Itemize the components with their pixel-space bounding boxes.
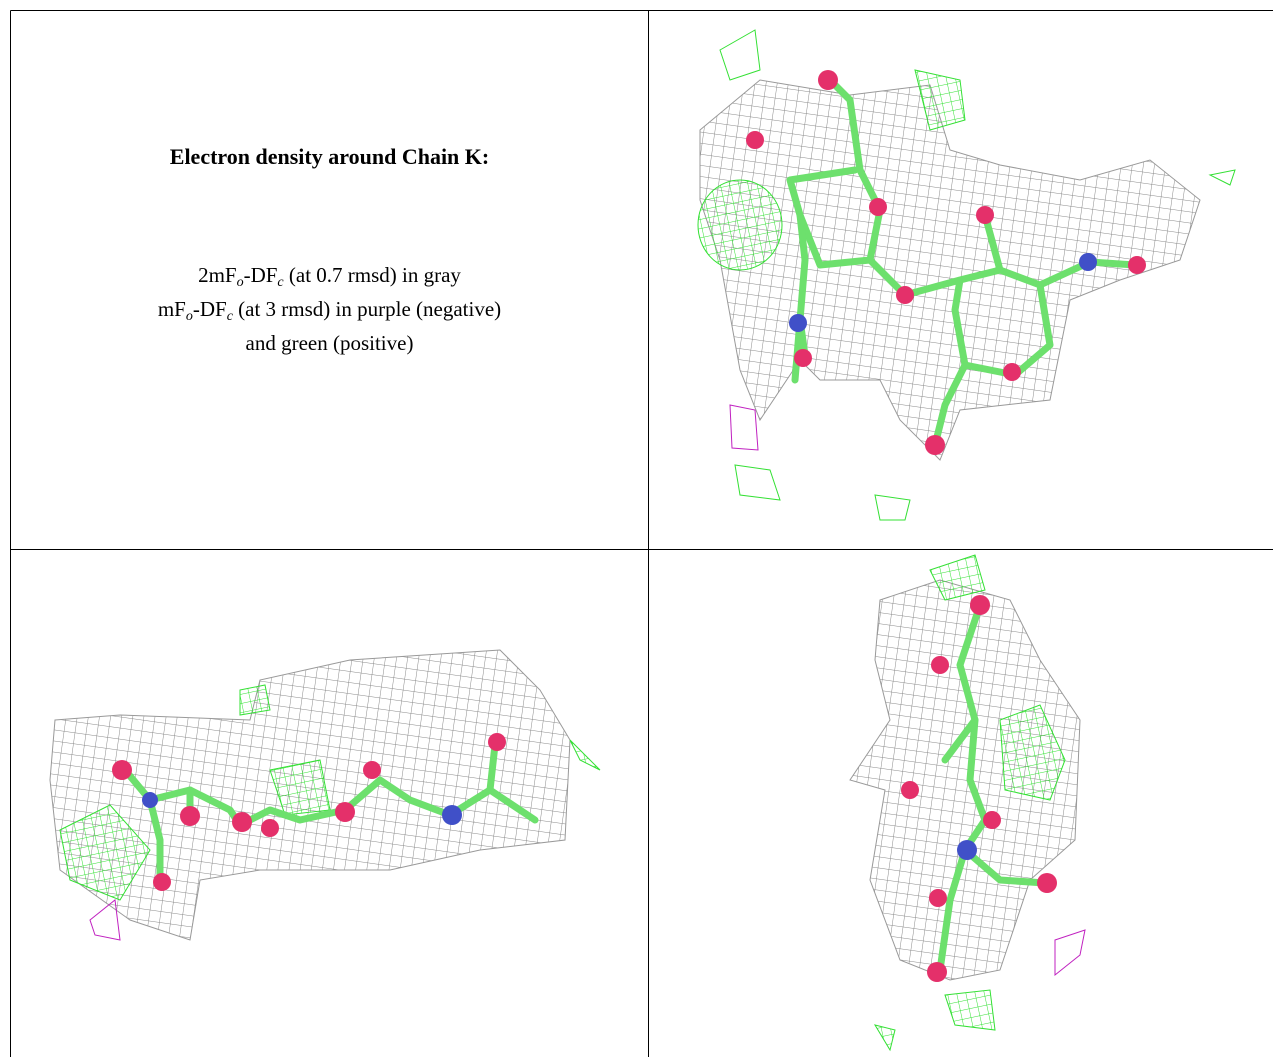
density-view-2 [50, 650, 600, 940]
caption-text: 2mF [198, 263, 237, 287]
caption-text: -DF [193, 297, 227, 321]
caption-line: mFo-DFc (at 3 rmsd) in purple (negative) [11, 292, 648, 326]
density-view-1 [698, 30, 1235, 520]
caption-text: mF [158, 297, 186, 321]
caption-text: -DF [244, 263, 278, 287]
caption-cell: Electron density around Chain K: 2mFo-DF… [11, 11, 648, 548]
subscript: o [237, 275, 244, 290]
caption-text: (at 0.7 rmsd) in gray [284, 263, 461, 287]
figure-page: Electron density around Chain K: 2mFo-DF… [0, 0, 1273, 1057]
subscript: o [186, 309, 193, 324]
caption-title: Electron density around Chain K: [11, 144, 648, 170]
caption-text: and green (positive) [246, 331, 414, 355]
caption-line: 2mFo-DFc (at 0.7 rmsd) in gray [11, 258, 648, 292]
density-view-3 [850, 555, 1085, 1050]
caption-line: and green (positive) [11, 326, 648, 360]
caption-text: (at 3 rmsd) in purple (negative) [233, 297, 501, 321]
